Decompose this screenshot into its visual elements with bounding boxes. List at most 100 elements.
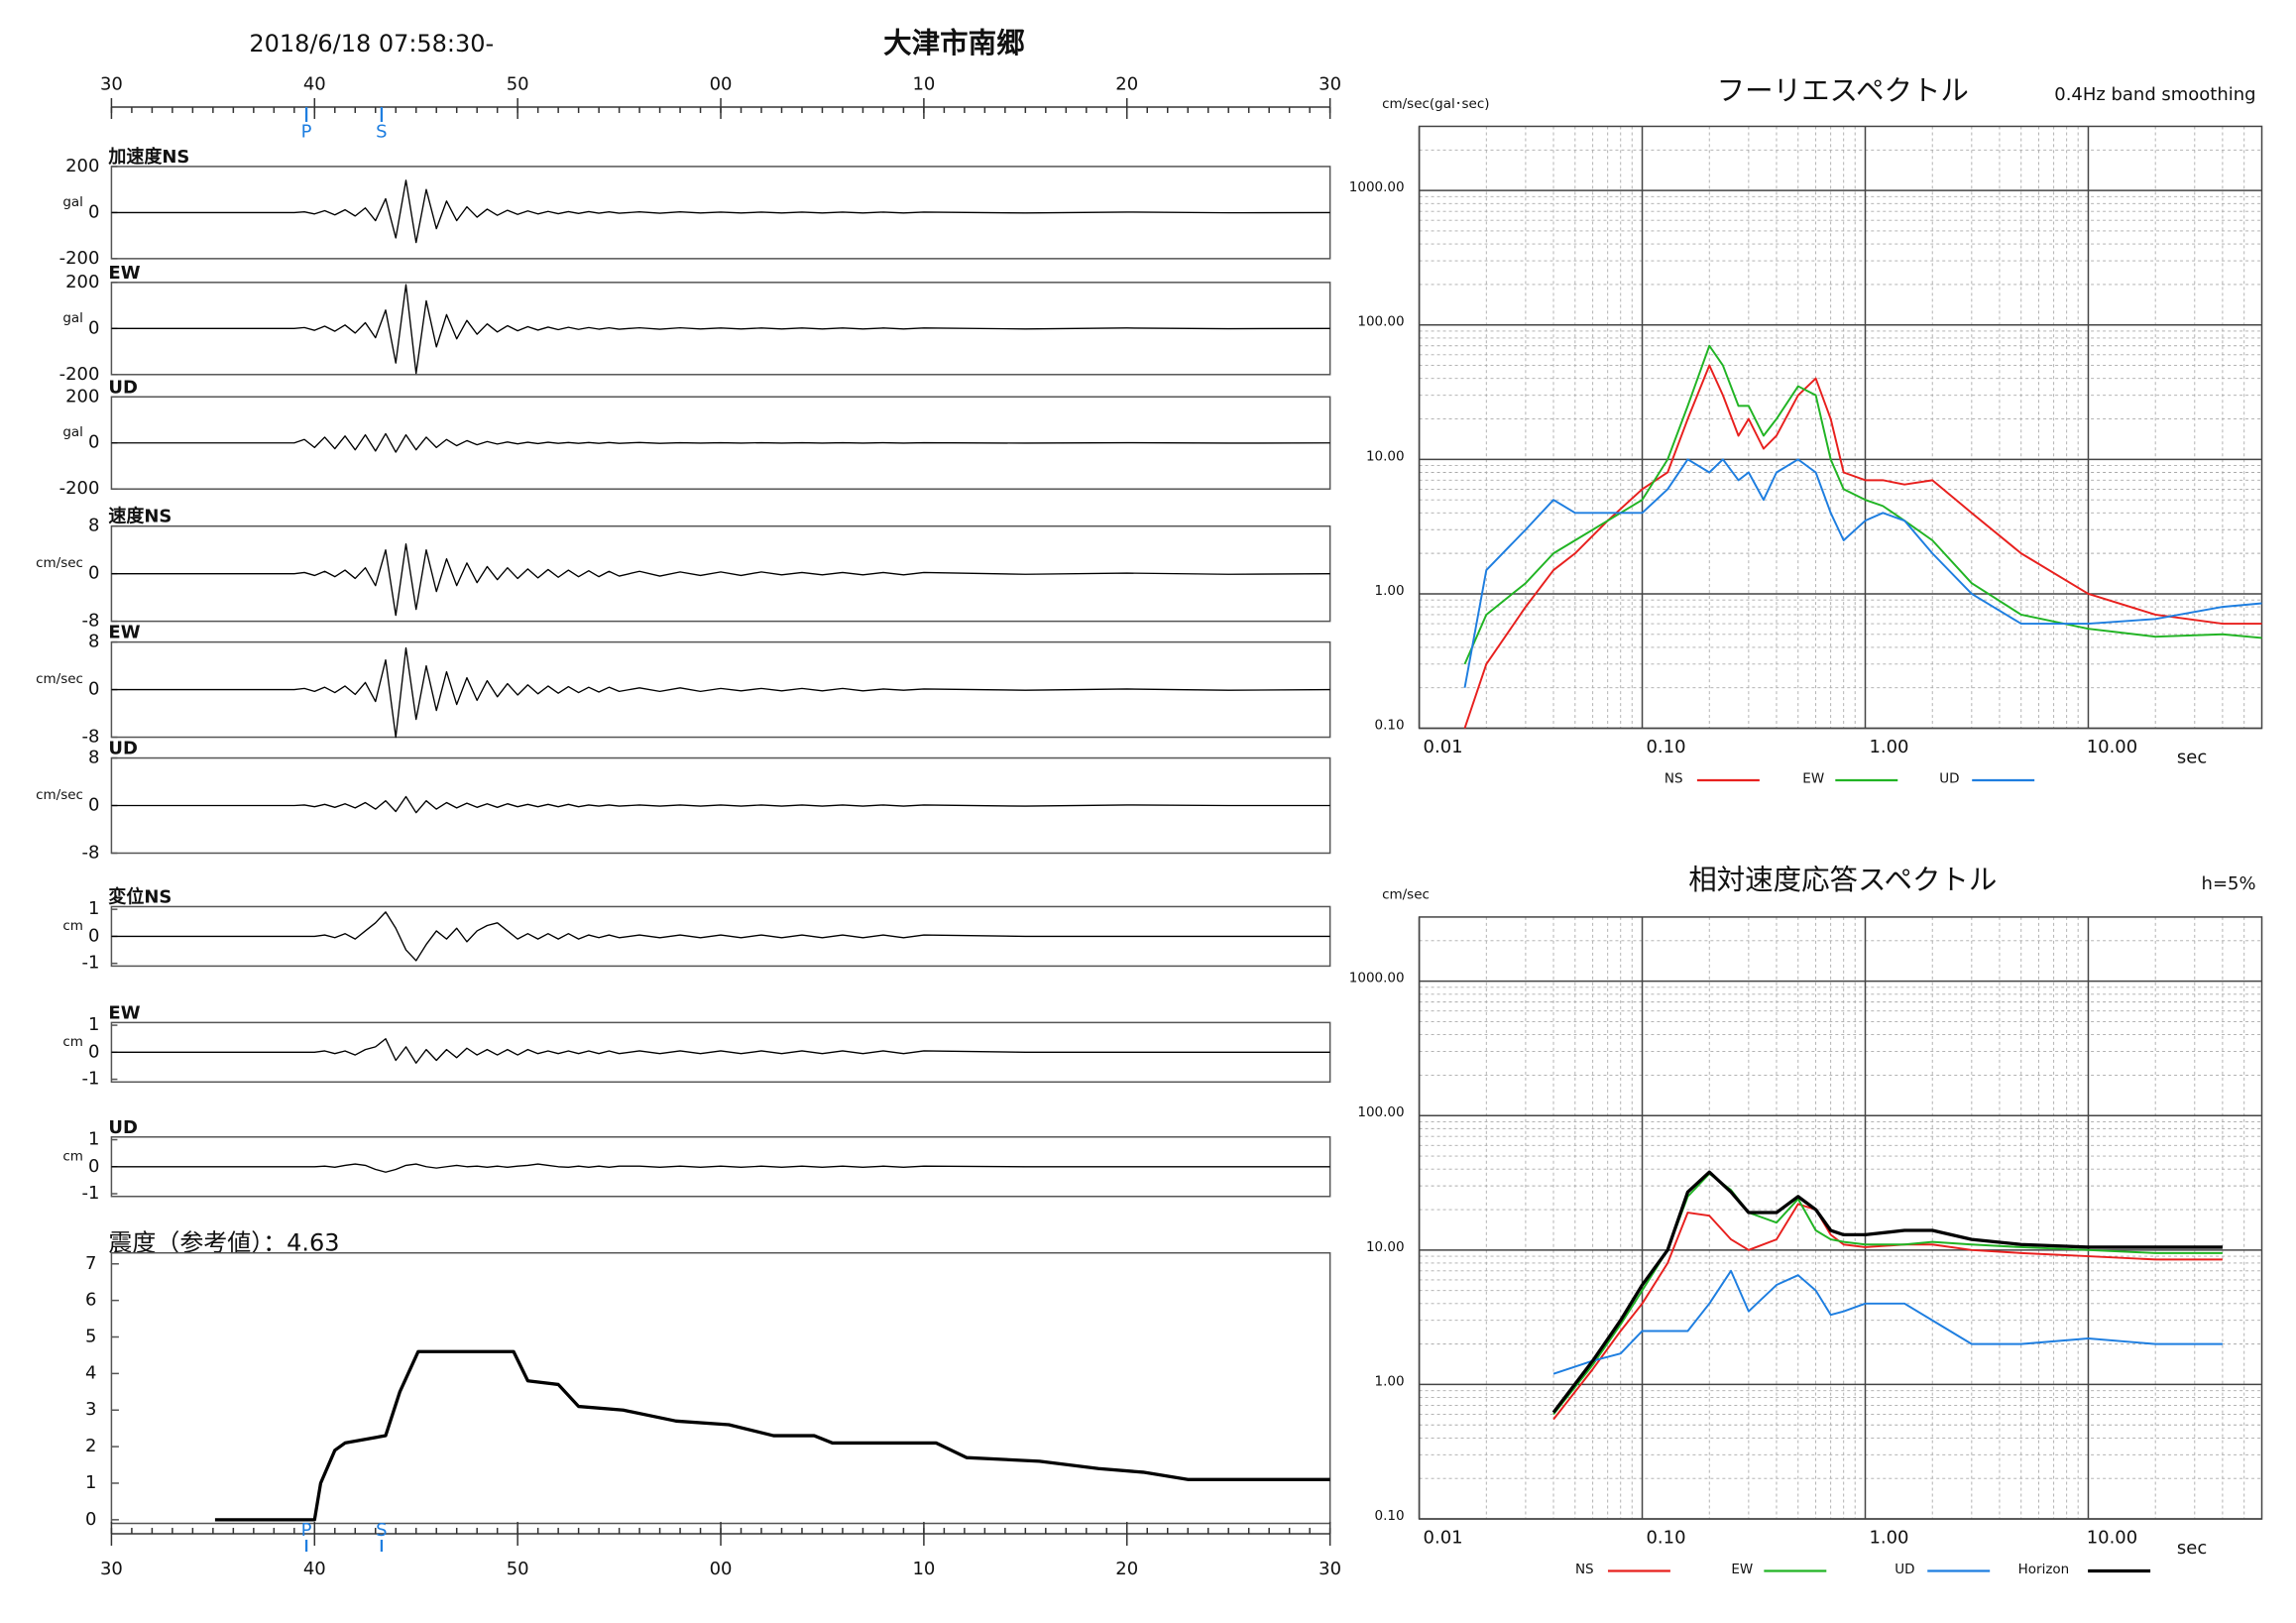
unit-label: gal	[62, 310, 83, 326]
panel-label: EW	[108, 1002, 140, 1023]
y-tick-label: 1000.00	[1349, 179, 1405, 195]
y-tick-label: 200	[65, 272, 99, 292]
panel-label: UD	[108, 377, 138, 398]
legend-label: EW	[1731, 1562, 1753, 1577]
x-tick-label: 30	[100, 1559, 123, 1579]
x-tick-label: 20	[1115, 1559, 1138, 1579]
unit-label: cm/sec	[36, 671, 83, 687]
waveform-trace	[111, 1163, 1330, 1173]
y-tick-label: -1	[82, 1183, 100, 1204]
record-time: 2018/6/18 07:58:30-	[249, 30, 494, 58]
y-tick-label: 1	[88, 1129, 99, 1150]
waveform-trace	[111, 284, 1330, 375]
waveform-trace	[111, 795, 1330, 814]
y-tick-label: 0	[88, 1041, 99, 1062]
y-tick-label: 0.10	[1375, 718, 1405, 734]
y-tick-label: -1	[82, 1069, 100, 1090]
spectrum-line	[1551, 1170, 2223, 1414]
x-tick-label: 20	[1115, 73, 1138, 94]
y-tick-label: 8	[88, 516, 99, 536]
spectrum-line	[1463, 364, 2262, 729]
chart-title: 相対速度応答スペクトル	[1688, 864, 1997, 896]
chart-subtitle: 0.4Hz band smoothing	[2054, 84, 2255, 105]
y-tick-label: 0	[88, 925, 99, 946]
legend-label: Horizon	[2018, 1562, 2070, 1577]
legend-label: EW	[1802, 771, 1824, 787]
legend-label: UD	[1939, 771, 1959, 787]
unit-label: cm	[62, 1148, 83, 1164]
x-axis-label: sec	[2177, 1538, 2207, 1559]
chart-subtitle: h=5%	[2202, 873, 2256, 894]
x-tick-label: 50	[507, 1559, 529, 1579]
unit-label: cm/sec	[36, 787, 83, 803]
y-tick-label: 0	[88, 317, 99, 338]
waveform-trace	[111, 1038, 1330, 1064]
x-tick-label: 0.10	[1647, 737, 1686, 757]
panel-label: UD	[108, 1117, 138, 1138]
waveform-trace	[111, 543, 1330, 617]
y-tick-label: -8	[82, 727, 100, 748]
spectrum-line	[1552, 1269, 2223, 1375]
spectrum-line	[1463, 458, 2262, 688]
x-tick-label: 1.00	[1869, 737, 1908, 757]
unit-label: cm	[62, 1034, 83, 1050]
y-tick-label: 200	[65, 386, 99, 406]
y-tick-label: -200	[59, 478, 100, 499]
y-tick-label: -200	[59, 364, 100, 385]
y-tick-label: 10.00	[1366, 448, 1405, 464]
x-tick-label: 0.01	[1424, 1528, 1463, 1549]
panel-label: 加速度NS	[107, 146, 189, 168]
y-tick-label: 0	[88, 432, 99, 453]
y-tick-label: 2	[85, 1436, 96, 1456]
plot-frame	[1418, 916, 2263, 1520]
y-tick-label: 0	[88, 201, 99, 222]
y-tick-label: 100.00	[1357, 1104, 1404, 1120]
chart-title: フーリエスペクトル	[1717, 74, 1969, 107]
legend-label: NS	[1665, 771, 1683, 787]
y-tick-label: 5	[85, 1327, 96, 1347]
x-axis-label: sec	[2177, 748, 2207, 768]
station-name: 大津市南郷	[883, 27, 1025, 59]
unit-label: cm/sec	[36, 555, 83, 571]
waveform-trace	[111, 432, 1330, 453]
y-tick-label: 7	[85, 1253, 96, 1274]
panel-label: 速度NS	[108, 506, 172, 527]
y-tick-label: 8	[88, 632, 99, 652]
y-tick-label: 1.00	[1375, 583, 1405, 599]
x-tick-label: 10.00	[2087, 1528, 2137, 1549]
y-tick-label: -8	[82, 842, 100, 863]
y-tick-label: 0	[88, 795, 99, 816]
waveform-trace	[111, 179, 1330, 244]
y-tick-label: 1	[88, 898, 99, 919]
plot-frame	[1418, 125, 2263, 730]
y-tick-label: 1.00	[1375, 1373, 1405, 1389]
y-tick-label: 3	[85, 1399, 96, 1420]
y-tick-label: 6	[85, 1290, 96, 1311]
y-tick-label: -1	[82, 953, 100, 974]
x-tick-label: 1.00	[1869, 1528, 1908, 1549]
unit-label: gal	[62, 194, 83, 210]
y-tick-label: 100.00	[1357, 314, 1404, 330]
x-tick-label: 10	[912, 73, 935, 94]
phase-label: S	[376, 1520, 387, 1541]
legend-label: NS	[1575, 1562, 1594, 1577]
y-tick-label: 200	[65, 156, 99, 176]
phase-label: S	[376, 121, 387, 142]
y-tick-label: 0	[85, 1509, 96, 1530]
x-tick-label: 0.10	[1647, 1528, 1686, 1549]
panel-label: EW	[108, 623, 140, 643]
spectrum-line	[1552, 1172, 2223, 1416]
x-tick-label: 30	[1319, 1559, 1341, 1579]
waveform-trace	[111, 646, 1330, 739]
y-axis-label: cm/sec(gal･sec)	[1382, 96, 1489, 112]
x-tick-label: 10.00	[2087, 737, 2137, 757]
x-tick-label: 00	[710, 1559, 733, 1579]
intensity-line	[214, 1349, 1330, 1522]
phase-label: P	[301, 121, 312, 142]
intensity-frame	[110, 1251, 1331, 1525]
x-tick-label: 50	[507, 73, 529, 94]
y-tick-label: 4	[85, 1362, 96, 1383]
x-tick-label: 30	[100, 73, 123, 94]
unit-label: gal	[62, 424, 83, 440]
